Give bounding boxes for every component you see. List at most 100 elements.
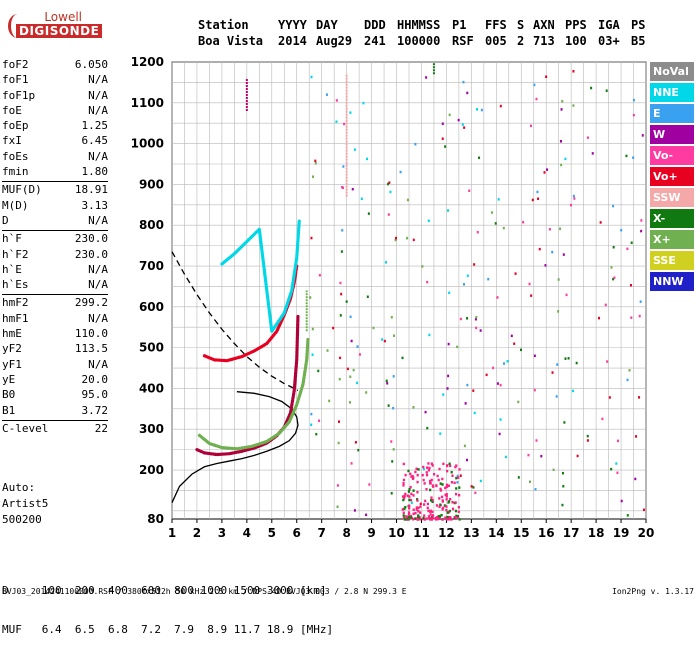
y-tick-label: 1100 [131, 96, 164, 110]
header-label: AXN [533, 18, 555, 32]
interference-echo [443, 504, 446, 507]
header-label: IGA [598, 18, 620, 32]
param-row: MUF(D) 18.91 [2, 183, 108, 198]
noise-echo [506, 360, 509, 363]
param-row: yF2 113.5 [2, 342, 108, 357]
interference-echo [423, 514, 426, 517]
noise-echo [406, 198, 409, 202]
noise-echo [447, 374, 450, 378]
param-key: fxI [2, 134, 22, 148]
interference-echo [426, 506, 429, 510]
noise-echo [499, 104, 502, 108]
interference-echo [404, 492, 407, 496]
interference-echo [447, 501, 450, 504]
noise-echo [401, 356, 404, 360]
param-row: D N/A [2, 214, 108, 229]
noise-echo [315, 432, 318, 436]
noise-echo [421, 265, 424, 268]
interference-echo [416, 499, 419, 502]
noise-echo [538, 247, 541, 251]
x-tick-label: 17 [563, 526, 580, 540]
header-value: 03+ [598, 34, 620, 48]
noise-echo [444, 145, 447, 148]
param-value: 3.72 [81, 403, 109, 417]
interference-echo [402, 514, 405, 517]
legend-item-x-: X+ [650, 230, 694, 249]
interference-echo [402, 462, 405, 466]
noise-echo [591, 152, 594, 155]
noise-echo [502, 226, 505, 230]
noise-echo [318, 273, 321, 277]
header-label: Station [198, 18, 249, 32]
interference-echo [402, 484, 405, 487]
noise-echo [386, 382, 389, 385]
noise-echo [475, 316, 478, 319]
header-value: RSF [452, 34, 474, 48]
noise-echo [564, 157, 567, 161]
interference-echo [404, 517, 407, 521]
interference-echo [451, 500, 454, 504]
noise-echo [463, 126, 466, 129]
param-value: N/A [88, 149, 108, 163]
param-value: 6.45 [81, 134, 109, 148]
logo-arc-icon [8, 14, 27, 38]
noise-echo [356, 381, 359, 385]
x-tick-label: 19 [613, 526, 630, 540]
interference-echo [430, 518, 433, 521]
interference-echo [436, 474, 439, 478]
legend-item-e: E [650, 104, 694, 123]
noise-echo [447, 342, 450, 346]
noise-echo [546, 168, 549, 171]
noise-echo [498, 432, 501, 436]
noise-echo [468, 189, 471, 192]
interference-echo [422, 465, 425, 469]
noise-echo [392, 448, 395, 451]
noise-echo [425, 76, 428, 79]
noise-echo [461, 123, 464, 126]
legend-item-sse: SSE [650, 251, 694, 270]
noise-echo [572, 104, 575, 107]
noise-echo [341, 229, 344, 232]
noise-echo [612, 204, 615, 208]
interference-echo [457, 505, 461, 509]
interference-echo [440, 513, 443, 517]
interference-echo [412, 512, 415, 516]
interference-echo [407, 469, 410, 473]
noise-echo [531, 198, 534, 202]
param-value: 6.050 [74, 58, 108, 71]
header-value: Boa Vista [198, 34, 264, 48]
interference-echo [457, 516, 460, 520]
noise-echo [441, 137, 444, 140]
header-value: 241 [364, 34, 386, 48]
param-divider [2, 294, 108, 296]
header-value: 100 [565, 34, 587, 48]
noise-echo [503, 362, 506, 365]
noise-echo [638, 396, 641, 399]
param-row: M(D) 3.13 [2, 199, 108, 214]
noise-echo [563, 421, 566, 424]
interference-echo [429, 509, 432, 513]
interference-echo [428, 466, 431, 470]
interference-echo [451, 474, 454, 478]
noise-echo [346, 367, 349, 371]
x-tick-label: 8 [342, 526, 350, 540]
noise-echo [510, 334, 513, 338]
noise-echo [360, 197, 363, 201]
param-row: B0 95.0 [2, 388, 108, 403]
noise-echo [560, 108, 563, 111]
auto-label: Auto: [2, 481, 36, 494]
interference-echo [425, 471, 428, 474]
interference-echo [417, 516, 420, 520]
file-info-footer: BVJ03_2014241100000.RSF / 380fx512h 50 k… [2, 587, 407, 596]
noise-echo [522, 220, 525, 224]
noise-echo [356, 345, 359, 348]
noise-echo [428, 333, 431, 337]
noise-echo [559, 227, 562, 231]
interference-echo [402, 516, 406, 520]
noise-echo [517, 476, 520, 479]
interference-echo [423, 482, 426, 485]
legend-item-noval: NoVal [650, 62, 694, 81]
noise-echo [497, 198, 500, 201]
noise-echo [399, 170, 402, 174]
noise-echo [392, 406, 395, 410]
